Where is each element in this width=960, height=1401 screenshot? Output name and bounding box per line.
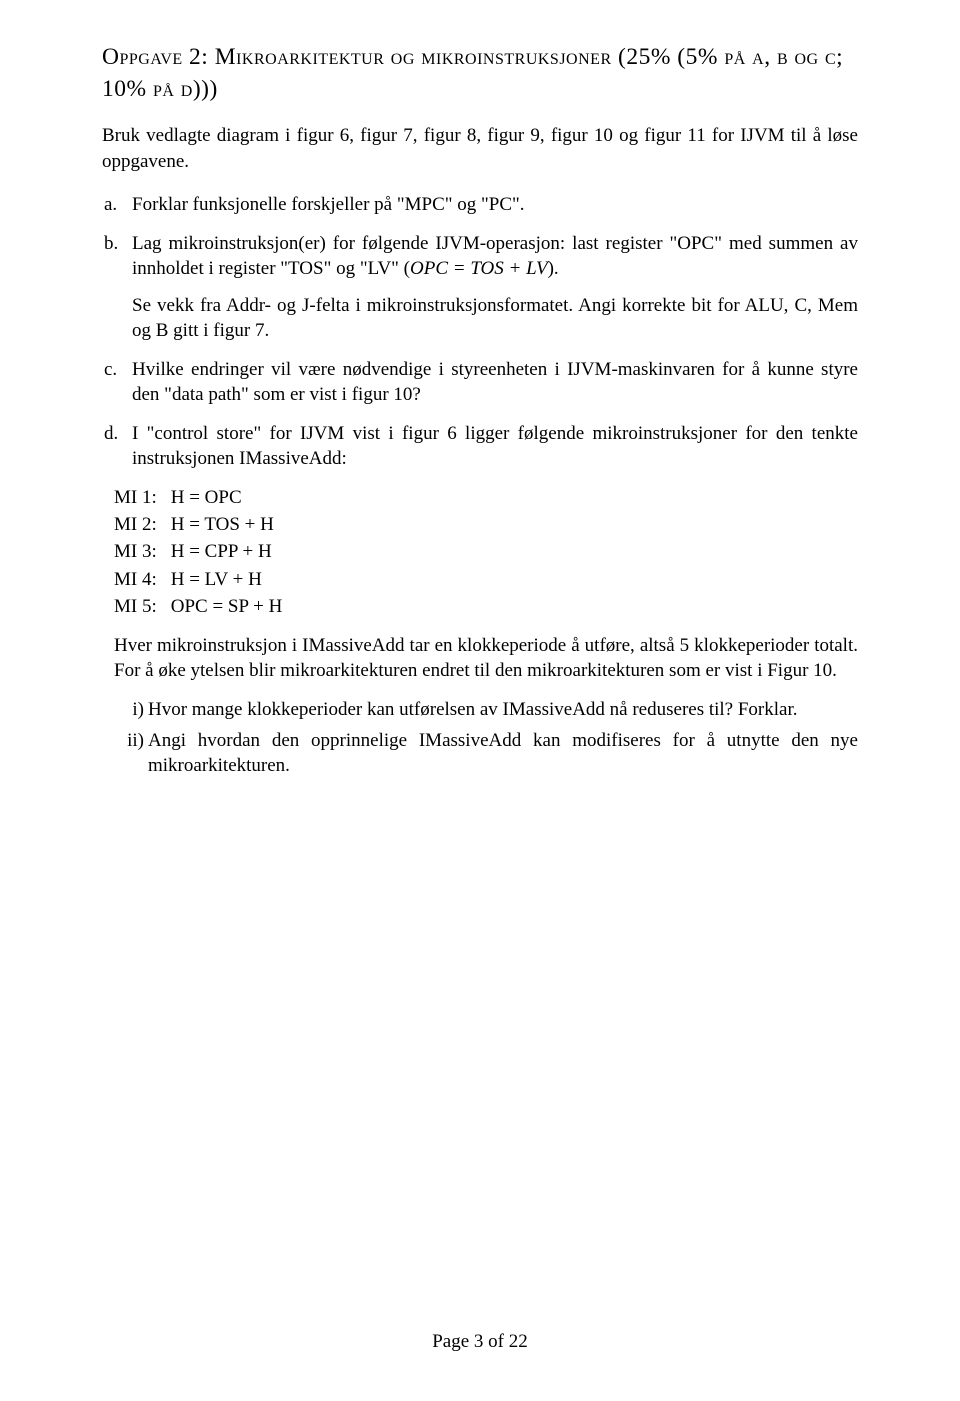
item-b-p1-after: ).	[548, 258, 559, 279]
item-d-post-paragraph: Hver mikroinstruksjon i IMassiveAdd tar …	[114, 633, 858, 683]
mi-5-expr: OPC = SP + H	[171, 596, 283, 617]
item-b-p1: Lag mikroinstruksjon(er) for følgende IJ…	[132, 233, 858, 279]
item-a-marker: a.	[104, 192, 117, 217]
mi-1-label: MI 1:	[114, 485, 166, 510]
item-b: b. Lag mikroinstruksjon(er) for følgende…	[102, 231, 858, 343]
item-c: c. Hvilke endringer vil være nødvendige …	[102, 357, 858, 407]
mi-1-expr: H = OPC	[171, 487, 242, 508]
mi-row-5: MI 5: OPC = SP + H	[114, 594, 858, 619]
item-a: a. Forklar funksjonelle forskjeller på "…	[102, 192, 858, 217]
roman-i-text: Hvor mange klokkeperioder kan utførelsen…	[148, 699, 798, 720]
item-b-p1-italic: OPC = TOS + LV	[410, 258, 548, 279]
item-c-marker: c.	[104, 357, 117, 382]
mi-row-4: MI 4: H = LV + H	[114, 567, 858, 592]
title-weight-open: (25% (5%	[612, 44, 725, 70]
title-weight-mid: på a, b og c	[724, 44, 836, 70]
roman-i-marker: i)	[118, 697, 144, 722]
mi-5-label: MI 5:	[114, 594, 166, 619]
task-title: Oppgave 2: Mikroarkitektur og mikroinstr…	[102, 42, 858, 105]
mi-4-label: MI 4:	[114, 567, 166, 592]
roman-ii-marker: ii)	[118, 728, 144, 753]
roman-ii-text: Angi hvordan den opprinnelige IMassiveAd…	[148, 730, 858, 776]
mi-row-3: MI 3: H = CPP + H	[114, 539, 858, 564]
lettered-list: a. Forklar funksjonelle forskjeller på "…	[102, 192, 858, 472]
microinstruction-list: MI 1: H = OPC MI 2: H = TOS + H MI 3: H …	[114, 485, 858, 618]
title-weight-end: på d	[153, 76, 193, 102]
item-b-p2: Se vekk fra Addr- og J-felta i mikroinst…	[132, 293, 858, 343]
roman-ii: ii) Angi hvordan den opprinnelige IMassi…	[118, 728, 858, 778]
mi-row-2: MI 2: H = TOS + H	[114, 512, 858, 537]
item-d-marker: d.	[104, 421, 118, 446]
mi-3-expr: H = CPP + H	[171, 541, 272, 562]
roman-i: i) Hvor mange klokkeperioder kan utførel…	[118, 697, 858, 722]
roman-list: i) Hvor mange klokkeperioder kan utførel…	[118, 697, 858, 778]
page-footer: Page 3 of 22	[0, 1331, 960, 1353]
mi-row-1: MI 1: H = OPC	[114, 485, 858, 510]
page: Oppgave 2: Mikroarkitektur og mikroinstr…	[0, 0, 960, 1401]
item-b-marker: b.	[104, 231, 118, 256]
title-prefix: Oppgave	[102, 44, 183, 70]
title-main: Mikroarkitektur og mikroinstruksjoner	[215, 44, 612, 70]
title-weight-close: )))	[193, 76, 218, 102]
mi-4-expr: H = LV + H	[171, 569, 262, 590]
item-d: d. I "control store" for IJVM vist i fig…	[102, 421, 858, 471]
mi-2-label: MI 2:	[114, 512, 166, 537]
intro-paragraph: Bruk vedlagte diagram i figur 6, figur 7…	[102, 123, 858, 173]
item-d-text: I "control store" for IJVM vist i figur …	[132, 423, 858, 469]
item-c-text: Hvilke endringer vil være nødvendige i s…	[132, 359, 858, 405]
mi-2-expr: H = TOS + H	[171, 514, 274, 535]
title-number: 2:	[183, 44, 215, 70]
mi-3-label: MI 3:	[114, 539, 166, 564]
item-a-text: Forklar funksjonelle forskjeller på "MPC…	[132, 194, 525, 215]
